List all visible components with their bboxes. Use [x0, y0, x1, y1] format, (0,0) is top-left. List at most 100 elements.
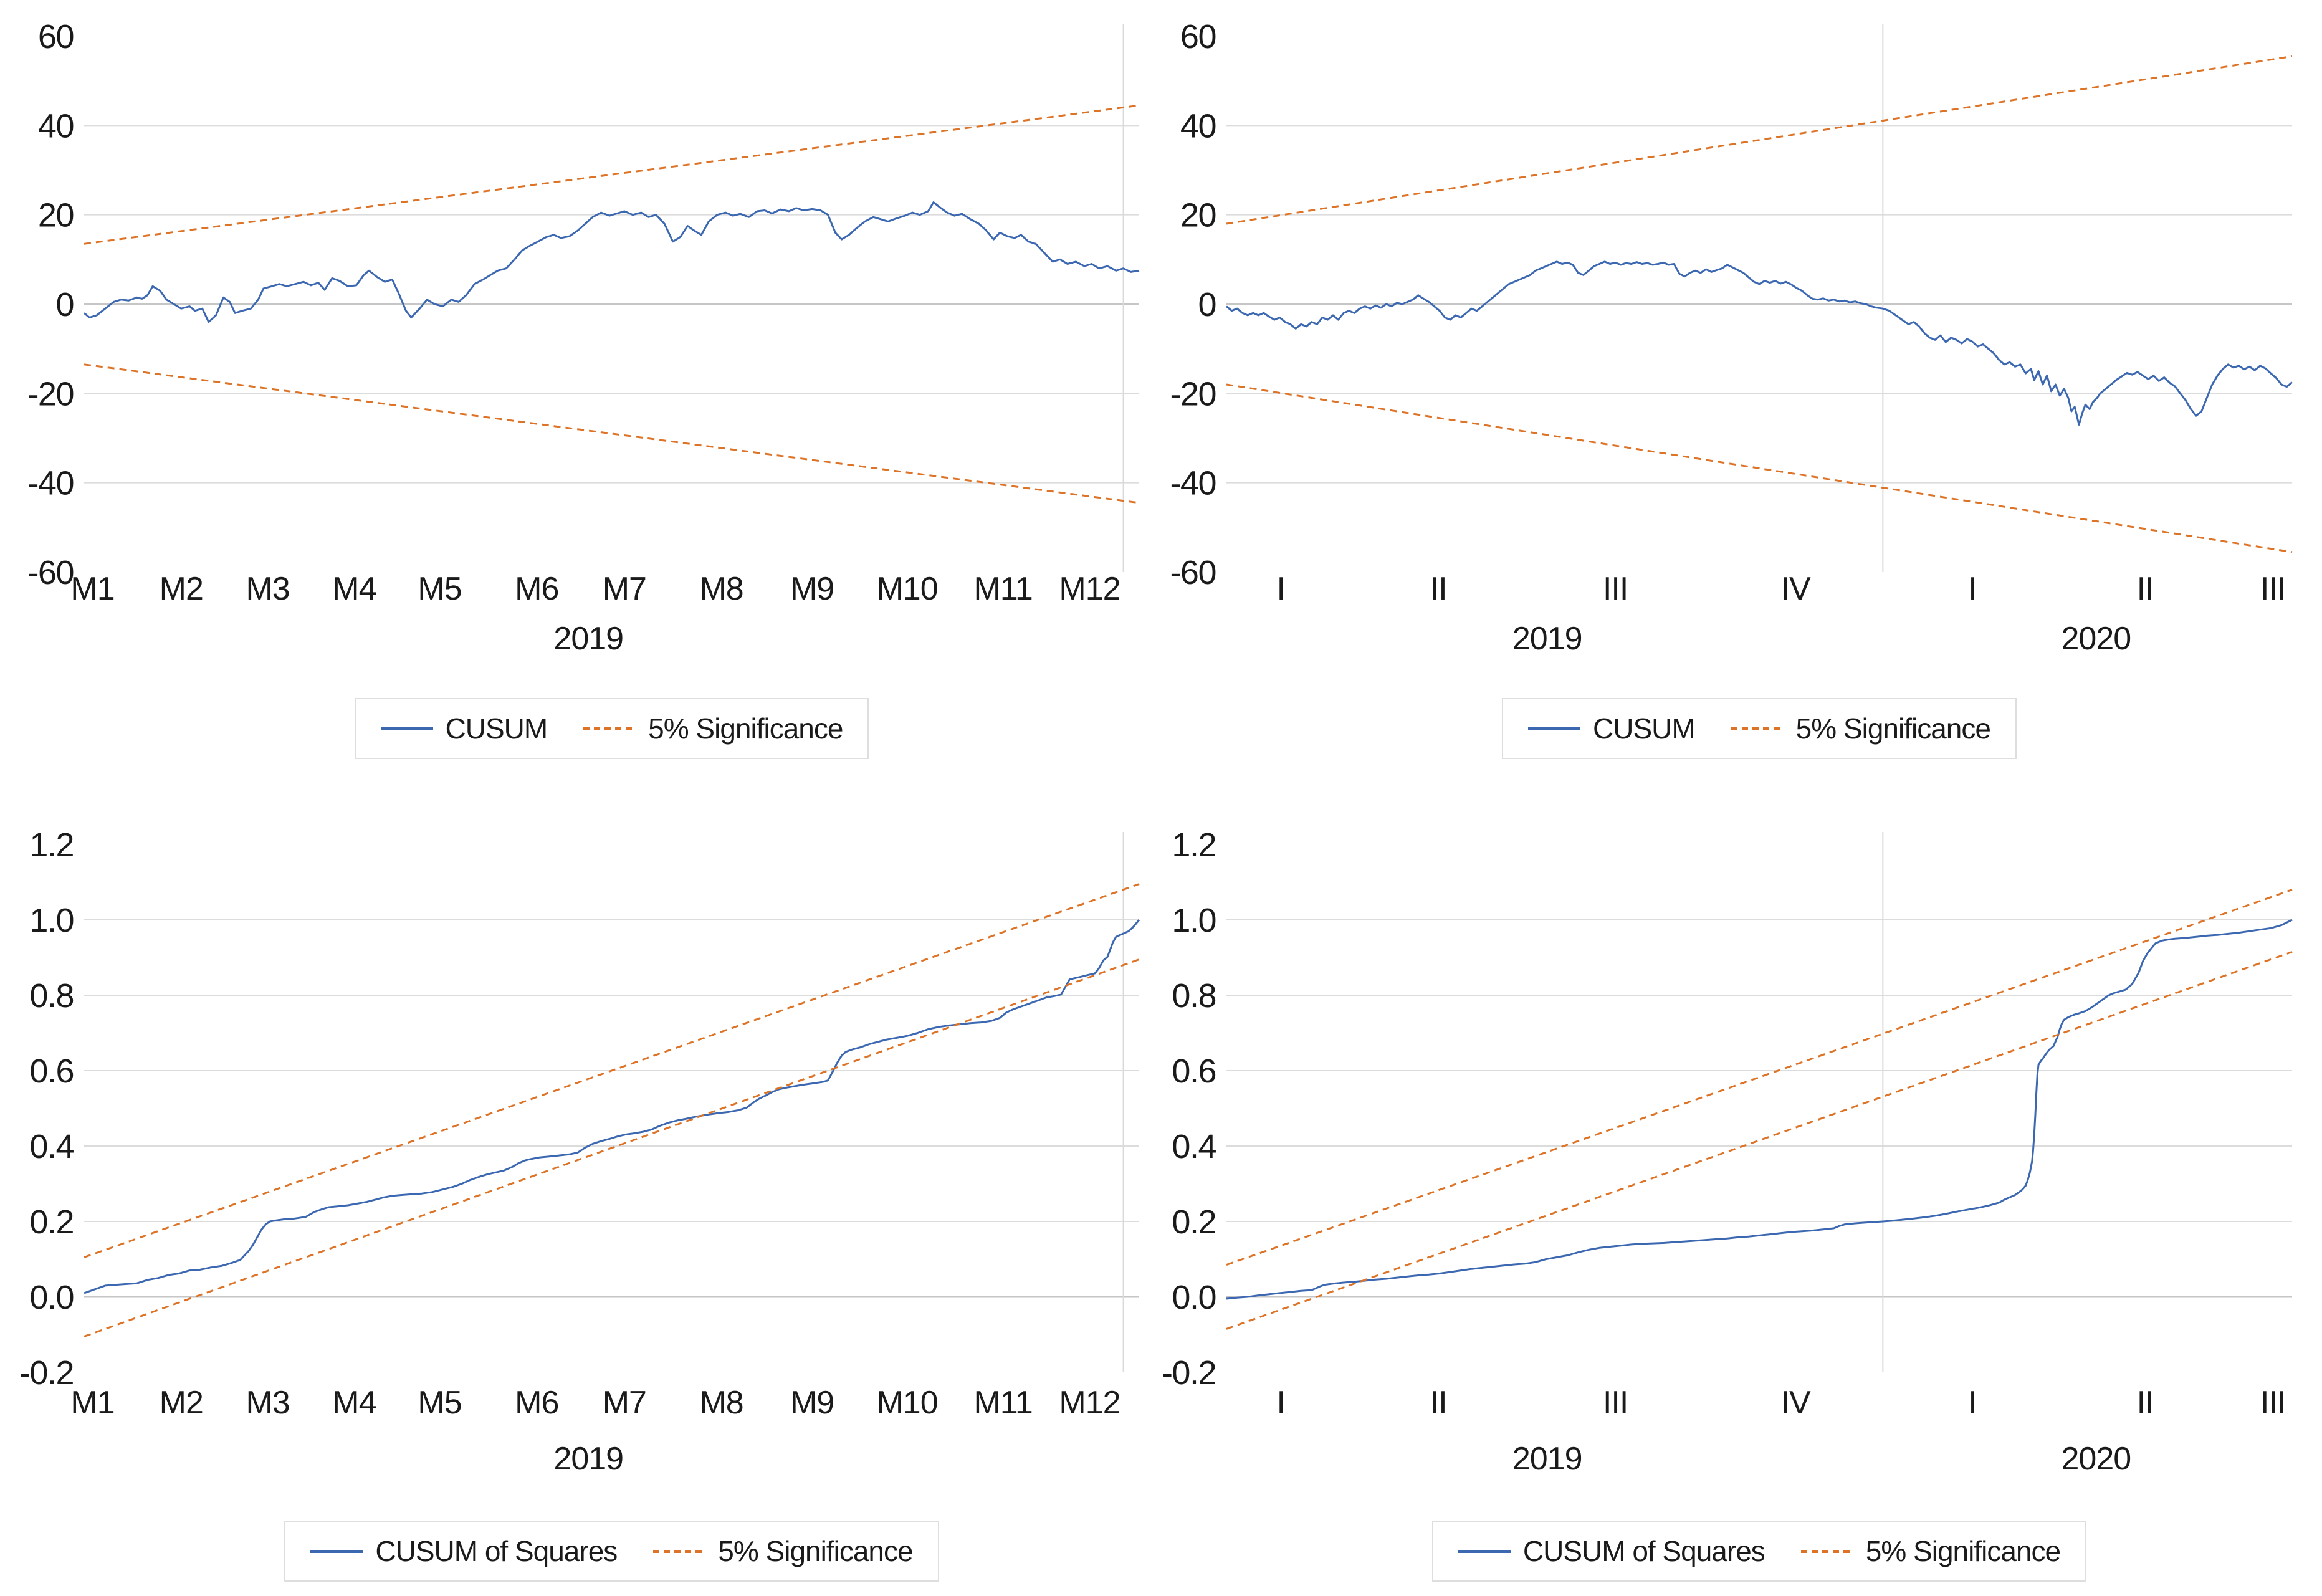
statistic-line — [84, 919, 1140, 1294]
x-tick-label: M6 — [515, 571, 558, 607]
legend-label: CUSUM of Squares — [1522, 1535, 1765, 1567]
y-tick-label: -20 — [27, 375, 74, 413]
y-tick-label: 0.2 — [29, 1203, 74, 1241]
y-tick-label: -0.2 — [1162, 1354, 1216, 1392]
x-tick-label: III — [1603, 571, 1628, 607]
x-tick-label: IV — [1781, 1385, 1811, 1421]
significance-line-swatch — [1731, 727, 1784, 730]
y-tick-label: 0.0 — [29, 1279, 74, 1316]
legend-label: CUSUM — [445, 712, 548, 745]
x-tick-label: III — [2260, 571, 2285, 607]
y-tick-label: 1.2 — [1172, 826, 1216, 864]
significance-bound-line — [84, 883, 1140, 1258]
legend-item-significance: 5% Significance — [1800, 1534, 2061, 1568]
y-tick-label: 0 — [1198, 286, 1216, 323]
x-tick-label: M3 — [246, 1385, 289, 1421]
x-tick-label: M1 — [70, 571, 114, 607]
x-tick-label: M7 — [603, 571, 646, 607]
y-tick-label: -40 — [1170, 465, 1216, 502]
legend-item-cusumsq: CUSUM of Squares — [1458, 1534, 1765, 1568]
significance-line-swatch — [653, 1549, 706, 1553]
y-tick-label: 0.6 — [1172, 1053, 1216, 1090]
x-tick-label: II — [2137, 1385, 2154, 1421]
y-tick-label: -60 — [1170, 554, 1216, 591]
x-tick-label: M5 — [418, 1385, 461, 1421]
y-tick-label: -0.2 — [19, 1354, 74, 1392]
legend-box: CUSUM of Squares 5% Significance — [1431, 1521, 2087, 1582]
chart-cusum-quarterly: 60 40 20 0 -20 -40 -60 I II III IV I II III 2019 2020 C… — [1161, 0, 2322, 798]
x-tick-label: II — [2137, 571, 2154, 607]
y-tick-label: 1.0 — [29, 902, 74, 939]
x-tick-label: M5 — [418, 571, 461, 607]
x-tick-label: M12 — [1059, 571, 1120, 607]
legend-label: 5% Significance — [648, 712, 843, 745]
y-tick-label: 1.0 — [1172, 902, 1216, 939]
x-tick-label: M4 — [332, 1385, 376, 1421]
legend-label: 5% Significance — [718, 1535, 913, 1567]
year-label: 2019 — [1512, 1441, 1582, 1477]
legend-box: CUSUM of Squares 5% Significance — [284, 1521, 939, 1582]
legend-label: CUSUM — [1593, 712, 1696, 745]
significance-line-swatch — [1800, 1549, 1853, 1553]
legend: CUSUM 5% Significance — [1226, 698, 2292, 759]
y-tick-label: 0.2 — [1172, 1203, 1216, 1241]
y-tick-label: 20 — [38, 197, 74, 234]
y-tick-label: -40 — [27, 465, 74, 502]
legend-item-significance: 5% Significance — [1731, 712, 1991, 745]
legend: CUSUM 5% Significance — [84, 698, 1139, 759]
x-tick-label: M11 — [973, 1385, 1032, 1421]
x-tick-label: M8 — [699, 571, 743, 607]
x-tick-label: M9 — [790, 571, 834, 607]
cusumsq-line-swatch — [310, 1549, 363, 1553]
cusumsq-quarterly-plot: 1.21.00.80.60.40.20.0-0.2I II III IV I II III2… — [1162, 826, 2293, 1477]
legend-item-significance: 5% Significance — [653, 1534, 914, 1568]
cusumsq-monthly-plot: 1.2 1.0 0.8 0.6 0.4 0.2 0.0 -0.2M1 M2 M3 M4 M5 M6 M7 M… — [19, 826, 1140, 1477]
legend-label: 5% Significance — [1865, 1535, 2061, 1567]
y-tick-label: 1.2 — [29, 826, 74, 864]
x-tick-label: M4 — [332, 571, 376, 607]
chart-cusumsq-quarterly: 1.2 1.0 0.8 0.6 0.4 0.2 0.0 -0.2 I II III IV I II III 2… — [1161, 798, 2322, 1596]
year-label: 2019 — [1512, 621, 1582, 657]
chart-cusum-monthly: 60 40 20 0 -20 -40 -60 M1 M2 M3 M4 M5 M6 M7 M8 M9 M10 M11… — [0, 0, 1161, 798]
x-tick-label: M9 — [790, 1385, 834, 1421]
x-tick-label: III — [2260, 1385, 2285, 1421]
cusumsq-line-swatch — [1458, 1549, 1511, 1553]
statistic-line — [1226, 919, 2293, 1300]
x-tick-label: I — [1968, 1385, 1976, 1421]
y-tick-label: 0.4 — [29, 1128, 74, 1165]
x-tick-label: I — [1276, 571, 1284, 607]
legend-item-cusum: CUSUM — [380, 712, 548, 745]
y-tick-label: 40 — [38, 107, 74, 145]
y-tick-label: -20 — [1170, 375, 1216, 413]
x-tick-label: M7 — [603, 1385, 646, 1421]
significance-bound-line — [84, 363, 1140, 504]
legend-label: CUSUM of Squares — [375, 1535, 618, 1567]
legend-box: CUSUM 5% Significance — [354, 698, 869, 759]
y-tick-label: 0 — [55, 286, 74, 323]
y-tick-label: 0.6 — [29, 1053, 74, 1090]
y-tick-label: 0.0 — [1172, 1279, 1216, 1316]
legend-item-significance: 5% Significance — [583, 712, 843, 745]
x-tick-label: I — [1968, 571, 1976, 607]
year-label: 2020 — [2062, 621, 2131, 657]
y-tick-label: 20 — [1180, 197, 1216, 234]
y-tick-label: 60 — [38, 18, 74, 55]
y-tick-label: -60 — [27, 554, 74, 591]
significance-bound-line — [84, 104, 1140, 245]
x-tick-label: M12 — [1059, 1385, 1120, 1421]
x-tick-label: M1 — [70, 1385, 114, 1421]
significance-line-swatch — [583, 727, 636, 730]
significance-bound-line — [84, 958, 1140, 1337]
significance-bound-line — [1226, 55, 2293, 225]
cusum-line-swatch — [380, 727, 433, 730]
legend: CUSUM of Squares 5% Significance — [1226, 1521, 2292, 1582]
legend-item-cusumsq: CUSUM of Squares — [310, 1534, 618, 1568]
x-tick-label: M2 — [160, 571, 203, 607]
x-tick-label: III — [1603, 1385, 1628, 1421]
significance-bound-line — [1226, 950, 2293, 1330]
year-label: 2019 — [553, 621, 623, 657]
chart-cusumsq-monthly: 1.2 1.0 0.8 0.6 0.4 0.2 0.0 -0.2 M1 M2 M3 M4 M5 M6 M7 M… — [0, 798, 1161, 1596]
x-tick-label: M6 — [515, 1385, 558, 1421]
